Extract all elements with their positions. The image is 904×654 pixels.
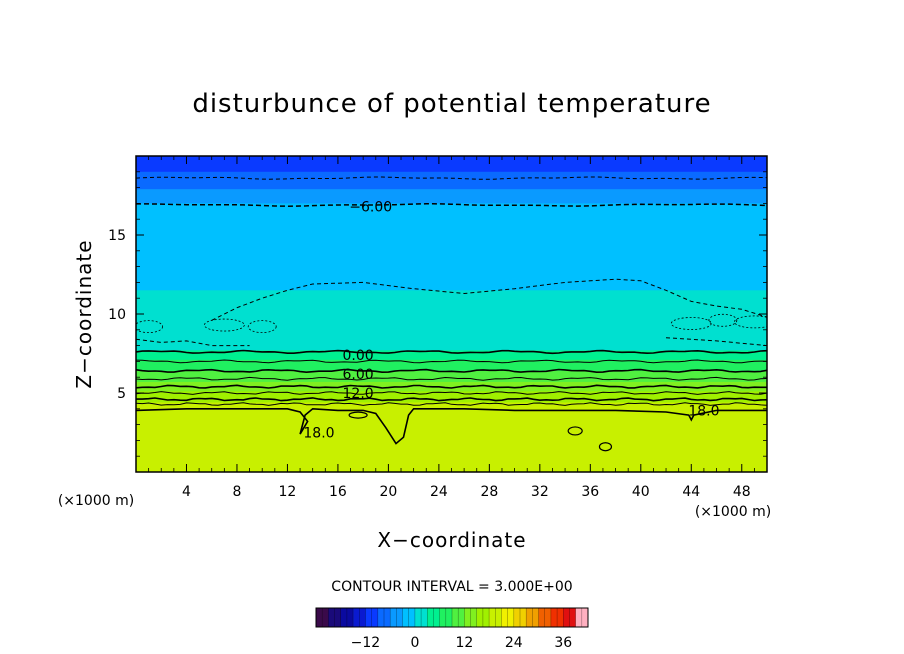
- y-tick-label: 10: [108, 307, 126, 323]
- contour-line: [136, 384, 767, 389]
- contour-loop: [598, 442, 613, 452]
- y-tick-label: 15: [108, 228, 126, 244]
- contour-line: [211, 278, 767, 321]
- contour-blob: [247, 320, 277, 334]
- colorbar-tick-label: 36: [554, 635, 572, 651]
- contour-blob: [733, 315, 767, 329]
- contour-blob: [136, 320, 164, 334]
- x-tick-label: 48: [733, 484, 751, 500]
- contour-label: 12.0: [343, 386, 374, 402]
- x-tick-label: 8: [232, 484, 241, 500]
- x-axis-unit-right: (×1000 m): [695, 504, 771, 520]
- y-tick-label: 5: [117, 386, 126, 402]
- contour-line: [136, 349, 767, 355]
- contour-line: [136, 368, 767, 374]
- x-axis-label: X−coordinate: [377, 528, 526, 552]
- x-tick-label: 36: [581, 484, 599, 500]
- contour-line: [136, 203, 767, 207]
- contour-line: [136, 397, 767, 402]
- colorbar-tick-label: −12: [351, 635, 381, 651]
- contour-line: [136, 407, 767, 445]
- x-tick-label: 28: [480, 484, 498, 500]
- contour-line: [665, 337, 767, 347]
- fill-band: [136, 156, 767, 172]
- x-tick-label: 40: [632, 484, 650, 500]
- contour-line: [136, 359, 767, 364]
- contour-loop: [348, 411, 368, 419]
- contour-line: [136, 376, 767, 381]
- contour-blob: [203, 318, 245, 332]
- colorbar-tick-label: 0: [410, 635, 419, 651]
- contour-line: [136, 338, 250, 347]
- x-tick-label: 4: [182, 484, 191, 500]
- contour-interval-label: CONTOUR INTERVAL = 3.000E+00: [331, 579, 572, 595]
- colorbar-tick-label: 24: [505, 635, 523, 651]
- x-tick-label: 20: [379, 484, 397, 500]
- contour-label: 6.00: [343, 367, 374, 383]
- contour-lines: [136, 176, 767, 452]
- contour-label: 0.00: [343, 348, 374, 364]
- contour-line: [136, 176, 767, 180]
- x-tick-label: 44: [682, 484, 700, 500]
- x-tick-label: 12: [279, 484, 297, 500]
- y-axis-label: Z−coordinate: [72, 239, 96, 388]
- contour-blob: [708, 313, 738, 327]
- x-tick-label: 16: [329, 484, 347, 500]
- contour-loop: [567, 426, 583, 436]
- colorbar-tick-label: 12: [455, 635, 473, 651]
- contour-label: 18.0: [303, 426, 334, 442]
- x-tick-label: 32: [531, 484, 549, 500]
- chart-title: disturbunce of potential temperature: [192, 89, 711, 119]
- x-axis-unit-left: (×1000 m): [58, 493, 134, 509]
- x-tick-label: 24: [430, 484, 448, 500]
- contour-line: [136, 391, 767, 395]
- colorbar-frame: [315, 607, 589, 628]
- colorbar: −12 0 12 24 36: [315, 607, 589, 651]
- contour-label: −6.00: [349, 200, 392, 216]
- contour-label: 18.0: [688, 403, 719, 419]
- contour-fill: [136, 156, 767, 472]
- contour-line: [136, 402, 767, 406]
